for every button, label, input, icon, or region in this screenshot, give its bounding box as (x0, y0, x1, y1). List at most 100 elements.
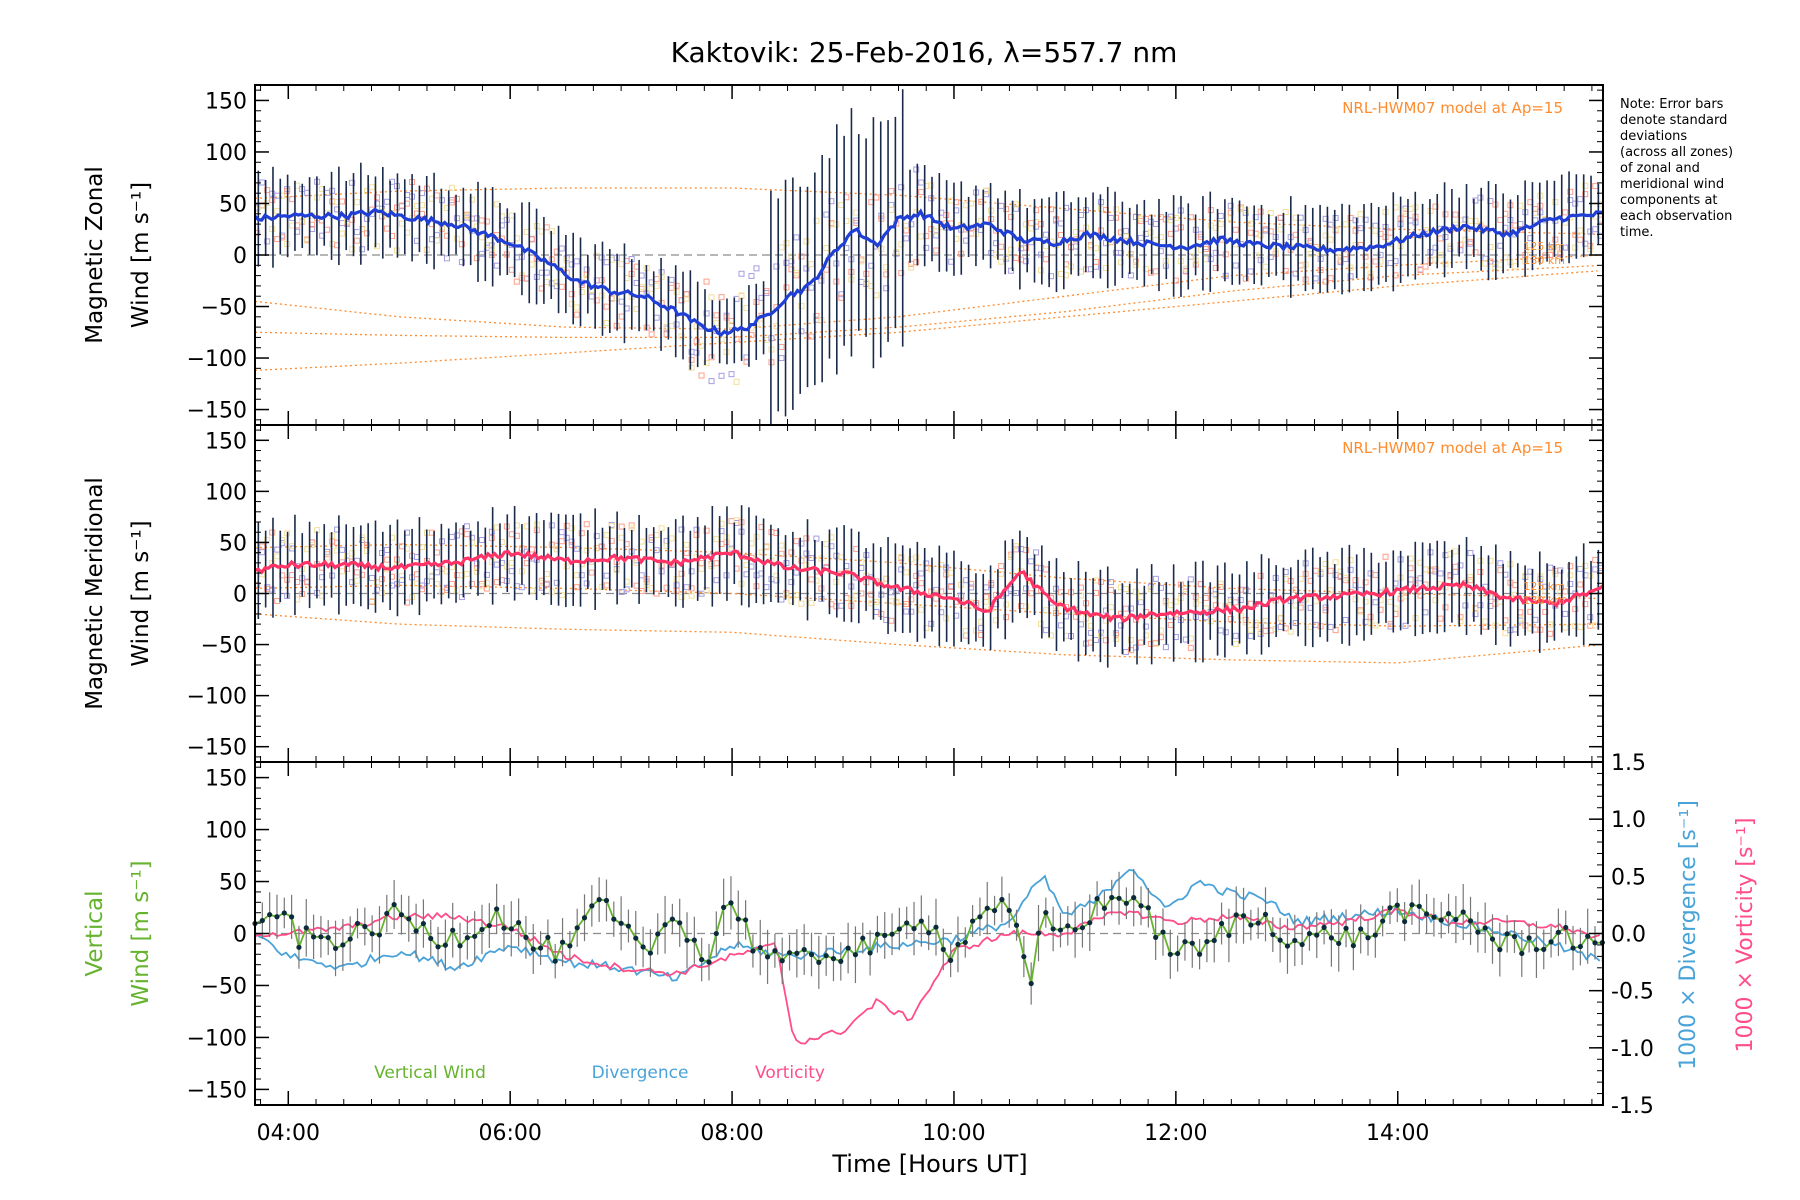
zone-point (1387, 229, 1394, 236)
vertical-wind-point (318, 934, 324, 940)
zone-point (1407, 576, 1414, 583)
zone-point (359, 226, 366, 233)
zone-point (558, 245, 565, 252)
vertical-wind-point (801, 946, 807, 953)
right-tick-label: -1.0 (1611, 1037, 1654, 1062)
zone-point (1187, 576, 1194, 583)
zone-point (1387, 598, 1394, 605)
zone-point (678, 594, 685, 601)
vertical-wind-point (420, 920, 427, 927)
zone-point (1112, 206, 1119, 213)
vertical-wind-point (911, 926, 917, 932)
zone-point (274, 546, 281, 553)
zone-point (259, 543, 266, 550)
zone-point (1557, 567, 1564, 574)
zone-point (948, 569, 955, 576)
zone-point (933, 586, 940, 593)
zone-point (838, 602, 845, 609)
vertical-wind-point (384, 910, 390, 917)
zone-point (1327, 567, 1334, 574)
zone-point (918, 606, 925, 613)
zone-point (563, 563, 570, 570)
zone-point (1422, 263, 1429, 270)
zone-point (1227, 615, 1234, 622)
zone-point (384, 546, 391, 553)
zone-point (1462, 602, 1469, 609)
vertical-wind-point (764, 954, 771, 960)
zone-point (1327, 275, 1334, 282)
zone-point (688, 585, 695, 592)
vertical-wind-point (852, 952, 859, 958)
vertical-wind-point (1321, 924, 1327, 931)
model-height-label: 125 km (1523, 240, 1565, 253)
zone-point (1187, 644, 1194, 651)
vertical-wind-point (625, 923, 632, 929)
vertical-wind-point (1453, 916, 1459, 923)
zone-point (1028, 220, 1035, 227)
divergence-axis-label: 1000 × Divergence [s⁻¹] (1676, 800, 1701, 1070)
vertical-wind-point (1284, 943, 1291, 949)
zone-point (1552, 570, 1559, 577)
zone-point (493, 524, 500, 531)
zone-point (1043, 243, 1050, 250)
zone-point (933, 247, 940, 254)
zone-point (763, 336, 770, 343)
model-height-label: 130 km (1523, 254, 1565, 267)
zone-point (384, 556, 391, 563)
right-tick-label: 1.5 (1611, 751, 1646, 776)
vertical-wind-point (867, 950, 873, 956)
zone-point (1187, 635, 1194, 642)
zone-point (1497, 261, 1504, 268)
zone-point (1282, 208, 1289, 215)
vertical-wind-point (296, 944, 302, 950)
zone-point (1442, 260, 1449, 267)
vertical-wind-point (1182, 939, 1188, 945)
vertical-wind-point (274, 914, 280, 920)
zone-point (673, 587, 680, 594)
zone-point (1247, 220, 1254, 227)
y-tick-label: −100 (187, 347, 247, 372)
zone-point (364, 188, 371, 195)
zone-point (1122, 586, 1129, 593)
zone-point (593, 533, 600, 540)
zone-point (433, 569, 440, 576)
vertical-wind-point (1423, 911, 1430, 917)
vertical-wind-point (1131, 895, 1137, 901)
zone-point (1202, 256, 1209, 263)
zone-point (1008, 586, 1015, 593)
zone-point (1227, 202, 1234, 209)
vertical-wind-point (1218, 920, 1225, 927)
zone-point (1422, 609, 1429, 616)
vertical-wind-point (406, 916, 412, 922)
zone-point (1112, 214, 1119, 221)
zone-point (1013, 201, 1020, 208)
zone-point (1043, 256, 1050, 263)
zone-point (1008, 267, 1015, 274)
zone-point (1132, 261, 1139, 268)
zone-point (1262, 226, 1269, 233)
zone-point (1532, 209, 1539, 216)
zone-point (898, 554, 905, 561)
zone-point (1577, 236, 1584, 243)
zone-point (1167, 217, 1174, 224)
zone-point (808, 576, 815, 583)
vertical-wind-point (1409, 902, 1415, 908)
zone-point (1137, 599, 1144, 606)
vertical-wind-point (750, 948, 756, 954)
vertical-wind-point (926, 930, 932, 936)
vertical-wind-point (662, 922, 668, 928)
zone-point (508, 559, 515, 566)
zone-point (1297, 575, 1304, 582)
vertical-wind-point (1585, 933, 1591, 939)
zone-point (339, 568, 346, 575)
zone-point (1003, 601, 1010, 608)
zone-point (1142, 623, 1149, 630)
zone-point (374, 200, 381, 207)
zone-point (808, 284, 815, 291)
zone-point (1357, 225, 1364, 232)
zone-point (1077, 584, 1084, 591)
zone-point (1447, 243, 1454, 250)
zone-point (713, 312, 720, 319)
